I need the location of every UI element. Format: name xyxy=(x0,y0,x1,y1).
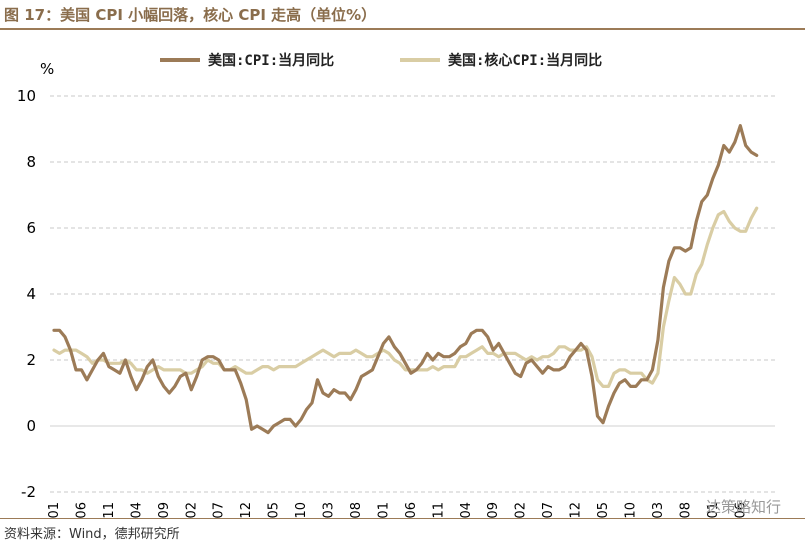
series-lines xyxy=(52,124,759,435)
x-tick-label: 2021-08 xyxy=(678,502,693,518)
watermark-text: 达策略知行 xyxy=(705,498,781,516)
x-tick-label: 2012-11 xyxy=(102,502,117,518)
bottom-divider xyxy=(0,518,805,519)
x-tick-label: 2015-10 xyxy=(294,502,309,518)
x-tick-label: 2022-06 xyxy=(733,502,748,518)
legend-label: 美国:核心CPI:当月同比 xyxy=(448,52,602,69)
x-tick-label: 2017-06 xyxy=(404,502,419,518)
x-tick-label: 2017-01 xyxy=(376,502,391,518)
y-tick-label: -2 xyxy=(21,483,36,501)
x-tick-label: 2020-10 xyxy=(623,502,638,518)
x-tick-label: 2017-11 xyxy=(431,502,446,518)
x-tick-label: 2019-07 xyxy=(541,502,556,518)
x-tick-label: 2019-12 xyxy=(569,502,584,518)
series-line xyxy=(52,206,759,388)
y-tick-label: 6 xyxy=(26,219,36,237)
y-tick-label: 10 xyxy=(17,87,36,105)
x-tick-label: 2016-08 xyxy=(349,502,364,518)
x-tick-label: 2014-07 xyxy=(212,502,227,518)
x-axis-ticks: 2012-01 2012-06 2012-11 2013-04 2013-09 2014-… xyxy=(47,502,748,518)
y-tick-label: 0 xyxy=(26,417,36,435)
x-tick-label: 2014-12 xyxy=(239,502,254,518)
x-tick-label: 2022-01 xyxy=(706,502,721,518)
x-tick-label: 2012-01 xyxy=(47,502,62,518)
y-tick-label: 4 xyxy=(26,285,36,303)
x-tick-label: 2012-06 xyxy=(74,502,89,518)
x-tick-label: 2013-04 xyxy=(129,502,144,518)
source-note: 资料来源：Wind，德邦研究所 xyxy=(4,527,180,542)
x-tick-label: 2018-04 xyxy=(459,502,474,518)
gridlines xyxy=(50,95,775,493)
legend-label: 美国:CPI:当月同比 xyxy=(208,52,334,69)
series-line xyxy=(52,124,759,435)
x-tick-label: 2015-05 xyxy=(267,502,282,518)
legend: 美国:CPI:当月同比 美国:核心CPI:当月同比 xyxy=(160,52,602,69)
x-tick-label: 2016-03 xyxy=(322,502,337,518)
x-tick-label: 2018-09 xyxy=(486,502,501,518)
x-tick-label: 2013-09 xyxy=(157,502,172,518)
y-tick-label: 2 xyxy=(26,351,36,369)
y-axis-ticks: -2 0 2 4 6 8 10 xyxy=(17,87,36,501)
y-tick-label: 8 xyxy=(26,153,36,171)
y-axis-unit-label: % xyxy=(40,60,54,78)
top-divider xyxy=(0,28,805,30)
x-tick-label: 2020-05 xyxy=(596,502,611,518)
x-tick-label: 2021-03 xyxy=(651,502,666,518)
x-tick-label: 2014-02 xyxy=(184,502,199,518)
figure-title: 图 17：美国 CPI 小幅回落，核心 CPI 走高（单位%） xyxy=(4,6,377,24)
cpi-line-chart: -2 0 2 4 6 8 10 % 2012-01 2012-06 2012-11 2013-04… xyxy=(17,52,775,518)
x-tick-label: 2019-02 xyxy=(514,502,529,518)
